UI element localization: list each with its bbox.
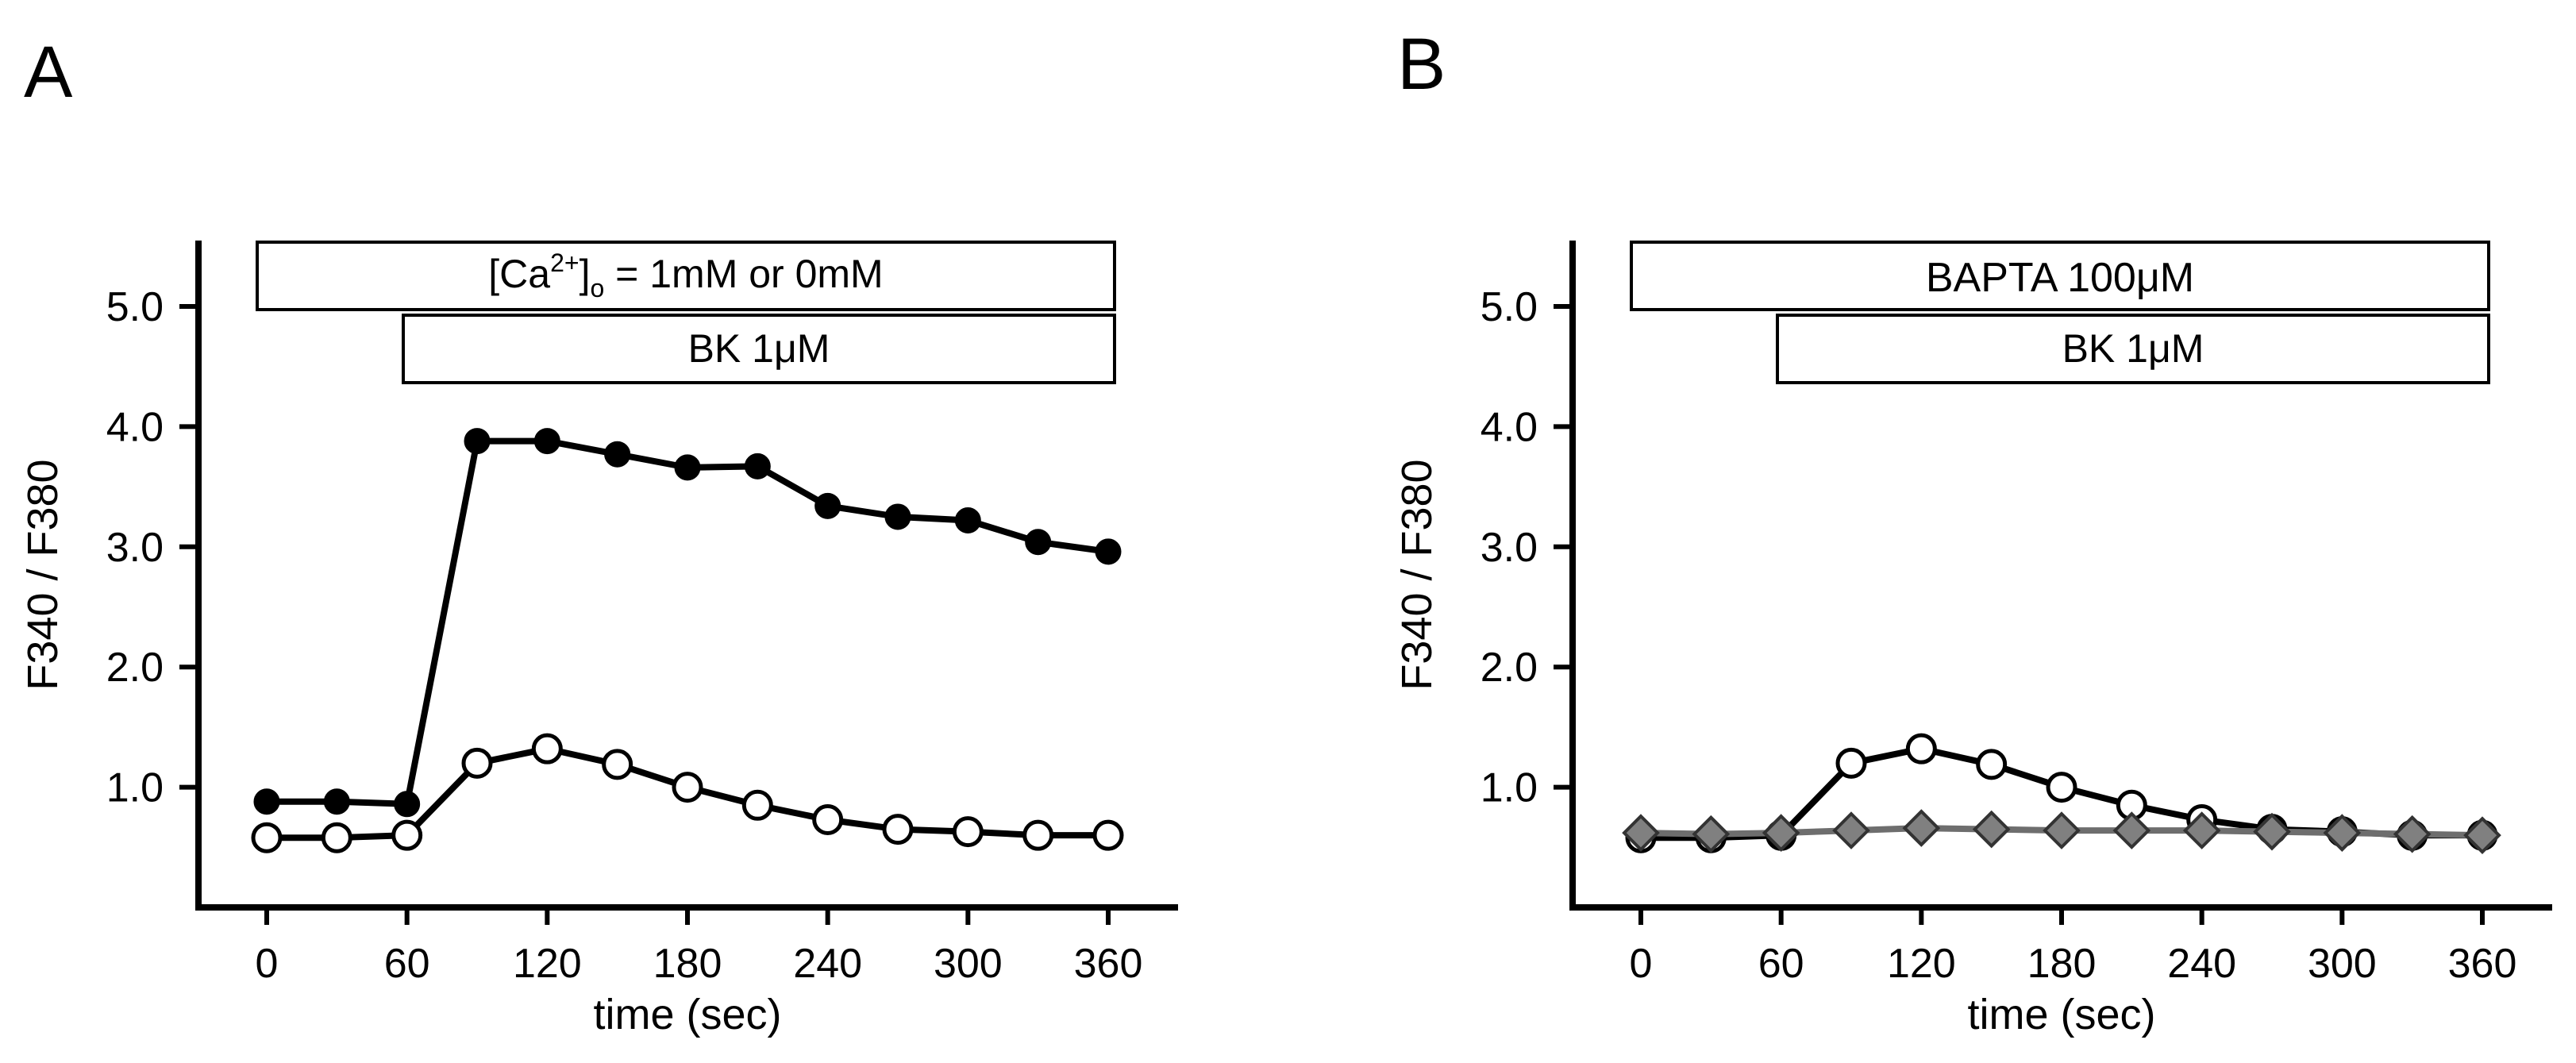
data-point-filled xyxy=(1095,538,1122,565)
bk-bar-label: BK 1μM xyxy=(688,326,830,371)
data-point-diamond xyxy=(2393,815,2432,853)
data-point-diamond xyxy=(1972,810,2011,849)
data-point-open xyxy=(2046,772,2077,803)
data-point-diamond xyxy=(2112,811,2151,849)
x-tick-label: 0 xyxy=(1630,941,1653,987)
data-point-filled xyxy=(814,492,841,519)
bk-bar xyxy=(1776,314,2490,384)
x-axis-label: time (sec) xyxy=(1967,991,2155,1038)
y-tick-label: 5.0 xyxy=(1481,284,1538,330)
x-tick-label: 0 xyxy=(256,941,279,987)
data-point-open xyxy=(1976,749,2008,780)
data-point-diamond xyxy=(2463,816,2501,854)
data-point-filled xyxy=(884,503,911,530)
y-tick-label: 4.0 xyxy=(106,404,164,450)
x-tick-label: 180 xyxy=(653,941,722,987)
x-tick-label: 60 xyxy=(1758,941,1804,987)
x-tick-label: 360 xyxy=(2448,941,2517,987)
data-point-open xyxy=(251,822,283,853)
series-group-b xyxy=(1622,733,2501,854)
data-point-diamond xyxy=(2253,812,2291,851)
data-point-diamond xyxy=(2182,811,2221,849)
data-point-diamond xyxy=(1622,814,1660,852)
data-point-diamond xyxy=(1832,811,1870,849)
y-axis-label: F340 / F380 xyxy=(1393,459,1441,690)
y-axis-label: F340 / F380 xyxy=(19,459,67,690)
bapta-bar-label: BAPTA 100μM xyxy=(1926,255,2194,301)
tick-labels-a: 0 60 120 180 240 300 360 1.0 2.0 3.0 4.0 5.0 xyxy=(106,284,1143,987)
data-point-open xyxy=(1022,819,1054,851)
data-point-diamond xyxy=(2043,811,2081,849)
bapta-bar xyxy=(1630,241,2490,311)
data-point-open xyxy=(391,819,423,851)
bk-bar-label: BK 1μM xyxy=(2062,326,2204,371)
series-group-a xyxy=(251,428,1124,853)
y-tick-label: 3.0 xyxy=(106,525,164,571)
bk-bar xyxy=(402,314,1116,384)
data-point-diamond xyxy=(1902,809,1941,847)
x-tick-label: 180 xyxy=(2027,941,2097,987)
data-point-filled xyxy=(394,791,421,818)
data-point-open xyxy=(812,803,844,835)
x-tick-label: 120 xyxy=(1887,941,1956,987)
y-tick-label: 4.0 xyxy=(1481,404,1538,450)
panel-b: B BAPTA 100μM BK 1μM 0 60 120 180 240 300 360 1… xyxy=(1393,24,2552,1038)
y-tick-label: 1.0 xyxy=(106,765,164,811)
data-point-open xyxy=(1092,819,1124,851)
data-point-filled xyxy=(954,506,981,533)
panel-a: A [Ca2+]o = 1mM or 0mM BK 1μM 0 60 120 180 2… xyxy=(19,32,1178,1038)
x-tick-label: 60 xyxy=(384,941,430,987)
data-point-open xyxy=(321,822,352,853)
data-point-open xyxy=(672,772,703,803)
data-point-filled xyxy=(464,428,491,455)
data-point-open xyxy=(741,789,773,821)
data-point-filled xyxy=(253,788,280,815)
panel-label-b: B xyxy=(1397,24,1446,105)
x-tick-label: 120 xyxy=(513,941,582,987)
data-point-filled xyxy=(323,788,350,815)
y-tick-label: 1.0 xyxy=(1481,765,1538,811)
tick-labels-b: 0 60 120 180 240 300 360 1.0 2.0 3.0 4.0 5.0 xyxy=(1481,284,2517,987)
ticks-b xyxy=(1554,304,2485,925)
x-tick-label: 240 xyxy=(793,941,862,987)
panel-label-a: A xyxy=(24,32,73,113)
data-point-open xyxy=(461,747,493,779)
series-line xyxy=(267,437,1109,807)
y-tick-label: 2.0 xyxy=(1481,645,1538,691)
data-point-filled xyxy=(533,428,560,455)
data-point-diamond xyxy=(2323,814,2362,852)
y-tick-label: 3.0 xyxy=(1481,525,1538,571)
data-point-open xyxy=(602,749,633,780)
data-point-filled xyxy=(674,454,701,481)
x-tick-label: 300 xyxy=(2308,941,2377,987)
data-point-open xyxy=(1835,747,1867,779)
x-axis-label: time (sec) xyxy=(593,991,781,1038)
calcium-bar-label: [Ca2+]o = 1mM or 0mM xyxy=(488,248,883,302)
data-point-open xyxy=(1905,733,1937,765)
data-point-open xyxy=(531,733,563,765)
x-tick-label: 240 xyxy=(2167,941,2236,987)
y-tick-label: 5.0 xyxy=(106,284,164,330)
x-tick-label: 360 xyxy=(1074,941,1143,987)
data-point-filled xyxy=(1025,529,1052,556)
data-point-diamond xyxy=(1762,814,1800,852)
ticks-a xyxy=(179,304,1111,925)
y-tick-label: 2.0 xyxy=(106,645,164,691)
x-tick-label: 300 xyxy=(934,941,1003,987)
data-point-filled xyxy=(604,441,631,468)
data-point-filled xyxy=(744,453,771,480)
data-point-open xyxy=(952,816,984,848)
calcium-bar xyxy=(256,241,1116,311)
data-point-diamond xyxy=(1692,815,1731,853)
data-point-open xyxy=(882,814,914,845)
